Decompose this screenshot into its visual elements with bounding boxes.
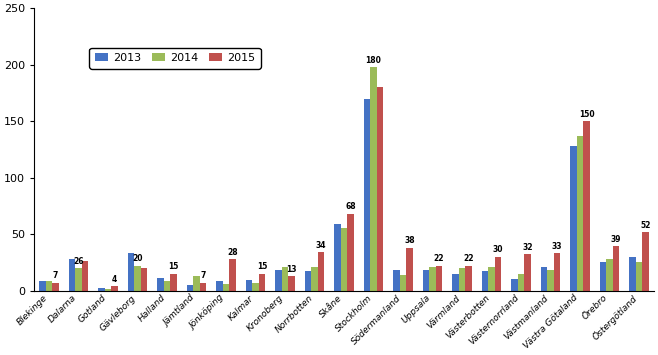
Text: 7: 7 (201, 271, 206, 280)
Bar (200, 283, 207, 290)
Bar (134, 266, 141, 290)
Bar (141, 268, 147, 290)
Bar (370, 67, 377, 290)
Bar (518, 274, 524, 290)
Bar (459, 268, 465, 290)
Bar (482, 271, 488, 290)
Bar (407, 247, 413, 290)
Text: 15: 15 (257, 262, 267, 271)
Text: 7: 7 (53, 271, 59, 280)
Bar (170, 274, 177, 290)
Bar (364, 99, 370, 290)
Text: 28: 28 (227, 248, 238, 257)
Bar (584, 121, 590, 290)
Text: 180: 180 (366, 56, 382, 65)
Bar (246, 280, 252, 290)
Bar (230, 259, 236, 290)
Bar (288, 276, 295, 290)
Bar (347, 214, 354, 290)
Text: 30: 30 (493, 245, 503, 255)
Bar (193, 276, 200, 290)
Text: 38: 38 (404, 236, 415, 245)
Bar (570, 146, 577, 290)
Bar (75, 268, 82, 290)
Bar (128, 253, 134, 290)
Bar (259, 274, 265, 290)
Bar (334, 224, 341, 290)
Bar (511, 279, 518, 290)
Bar (600, 262, 606, 290)
Bar (39, 282, 46, 290)
Bar (629, 257, 636, 290)
Bar (111, 286, 118, 290)
Bar (577, 136, 584, 290)
Text: 13: 13 (286, 264, 297, 274)
Bar (187, 285, 193, 290)
Bar (495, 257, 501, 290)
Text: 34: 34 (316, 241, 326, 250)
Bar (82, 261, 88, 290)
Text: 150: 150 (579, 110, 594, 119)
Text: 68: 68 (345, 202, 356, 212)
Bar (98, 288, 105, 290)
Bar (282, 267, 288, 290)
Bar (436, 266, 442, 290)
Bar (452, 274, 459, 290)
Bar (105, 289, 111, 290)
Bar (53, 283, 59, 290)
Bar (275, 270, 282, 290)
Text: 22: 22 (463, 255, 474, 263)
Text: 15: 15 (168, 262, 179, 271)
Bar (216, 282, 223, 290)
Text: 22: 22 (434, 255, 444, 263)
Bar (400, 275, 407, 290)
Text: 33: 33 (552, 242, 563, 251)
Bar (69, 259, 75, 290)
Bar (524, 255, 531, 290)
Text: 52: 52 (640, 220, 651, 230)
Bar (252, 283, 259, 290)
Bar (393, 270, 400, 290)
Bar (305, 271, 311, 290)
Bar (341, 228, 347, 290)
Bar (46, 282, 53, 290)
Text: 32: 32 (522, 243, 533, 252)
Bar (223, 284, 230, 290)
Bar (488, 267, 495, 290)
Legend: 2013, 2014, 2015: 2013, 2014, 2015 (89, 48, 261, 69)
Text: 20: 20 (132, 255, 143, 263)
Bar (318, 252, 324, 290)
Bar (164, 282, 170, 290)
Text: 39: 39 (611, 235, 621, 244)
Bar (642, 232, 649, 290)
Bar (554, 253, 561, 290)
Bar (429, 267, 436, 290)
Text: 4: 4 (112, 275, 117, 284)
Bar (157, 278, 164, 290)
Bar (636, 262, 642, 290)
Bar (541, 267, 547, 290)
Text: 26: 26 (73, 257, 84, 266)
Bar (377, 87, 384, 290)
Bar (606, 259, 613, 290)
Bar (613, 246, 619, 290)
Bar (423, 270, 429, 290)
Bar (465, 266, 472, 290)
Bar (547, 270, 554, 290)
Bar (311, 267, 318, 290)
